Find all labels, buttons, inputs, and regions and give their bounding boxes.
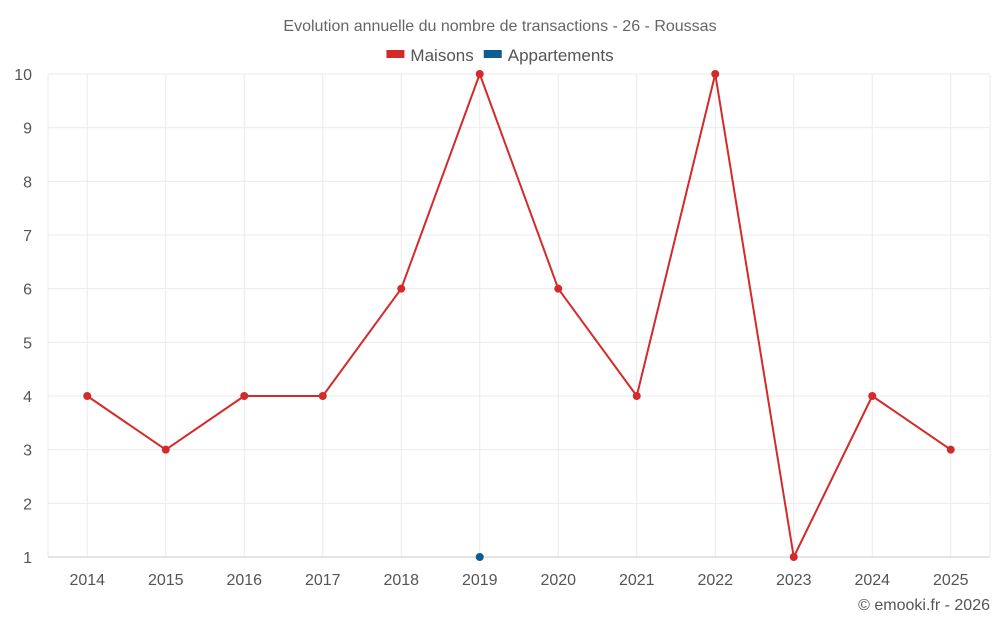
data-point-maisons	[789, 553, 798, 561]
x-tick-label: 2023	[776, 572, 812, 589]
data-point-maisons	[161, 445, 170, 454]
data-point-maisons	[83, 392, 92, 400]
y-tick-label: 1	[23, 550, 32, 567]
legend: Maisons Appartements	[386, 46, 614, 65]
x-tick-label: 2022	[697, 572, 733, 589]
grid	[47, 73, 991, 558]
series-maisons	[83, 70, 955, 561]
x-tick-label: 2015	[148, 572, 184, 589]
y-tick-label: 10	[14, 67, 32, 84]
y-axis: 1 2 3 4 5 6 7 8 9 10	[14, 67, 32, 567]
x-tick-label: 2024	[854, 572, 890, 589]
data-point-maisons	[632, 392, 641, 400]
x-tick-label: 2021	[619, 572, 655, 589]
legend-label-appartements: Appartements	[508, 46, 614, 65]
x-tick-label: 2019	[462, 572, 498, 589]
y-tick-label: 5	[23, 335, 32, 352]
x-tick-label: 2018	[383, 572, 419, 589]
series-appartements	[475, 553, 484, 561]
legend-item-appartements: Appartements	[483, 46, 614, 65]
legend-item-maisons: Maisons	[386, 46, 474, 65]
credit-text: © emooki.fr - 2026	[858, 597, 990, 614]
y-tick-label: 6	[23, 282, 32, 299]
data-point-maisons	[318, 392, 327, 400]
x-axis: 2014 2015 2016 2017 2018 2019 2020 2021 2022 2023…	[69, 572, 968, 589]
data-point-maisons	[868, 392, 877, 400]
y-tick-label: 3	[23, 443, 32, 460]
y-tick-label: 8	[23, 174, 32, 191]
y-tick-label: 2	[23, 496, 32, 513]
data-point-maisons	[711, 70, 720, 78]
x-tick-label: 2020	[540, 572, 576, 589]
legend-swatch-maisons	[386, 50, 405, 58]
series-line-maisons	[86, 73, 952, 558]
data-point-maisons	[475, 70, 484, 78]
chart-title: Evolution annuelle du nombre de transact…	[283, 18, 716, 35]
y-tick-label: 7	[23, 228, 32, 245]
data-point-maisons	[240, 392, 249, 400]
data-point-maisons	[554, 284, 563, 293]
data-point-appartements	[475, 553, 484, 561]
series-layer	[83, 70, 955, 561]
y-tick-label: 9	[23, 121, 32, 138]
data-point-maisons	[397, 284, 406, 293]
x-tick-label: 2016	[226, 572, 262, 589]
legend-label-maisons: Maisons	[410, 46, 473, 65]
x-tick-label: 2025	[933, 572, 969, 589]
y-tick-label: 4	[23, 389, 32, 406]
legend-swatch-appartements	[483, 50, 502, 58]
x-tick-label: 2014	[69, 572, 105, 589]
data-point-maisons	[946, 445, 955, 454]
x-tick-label: 2017	[305, 572, 341, 589]
